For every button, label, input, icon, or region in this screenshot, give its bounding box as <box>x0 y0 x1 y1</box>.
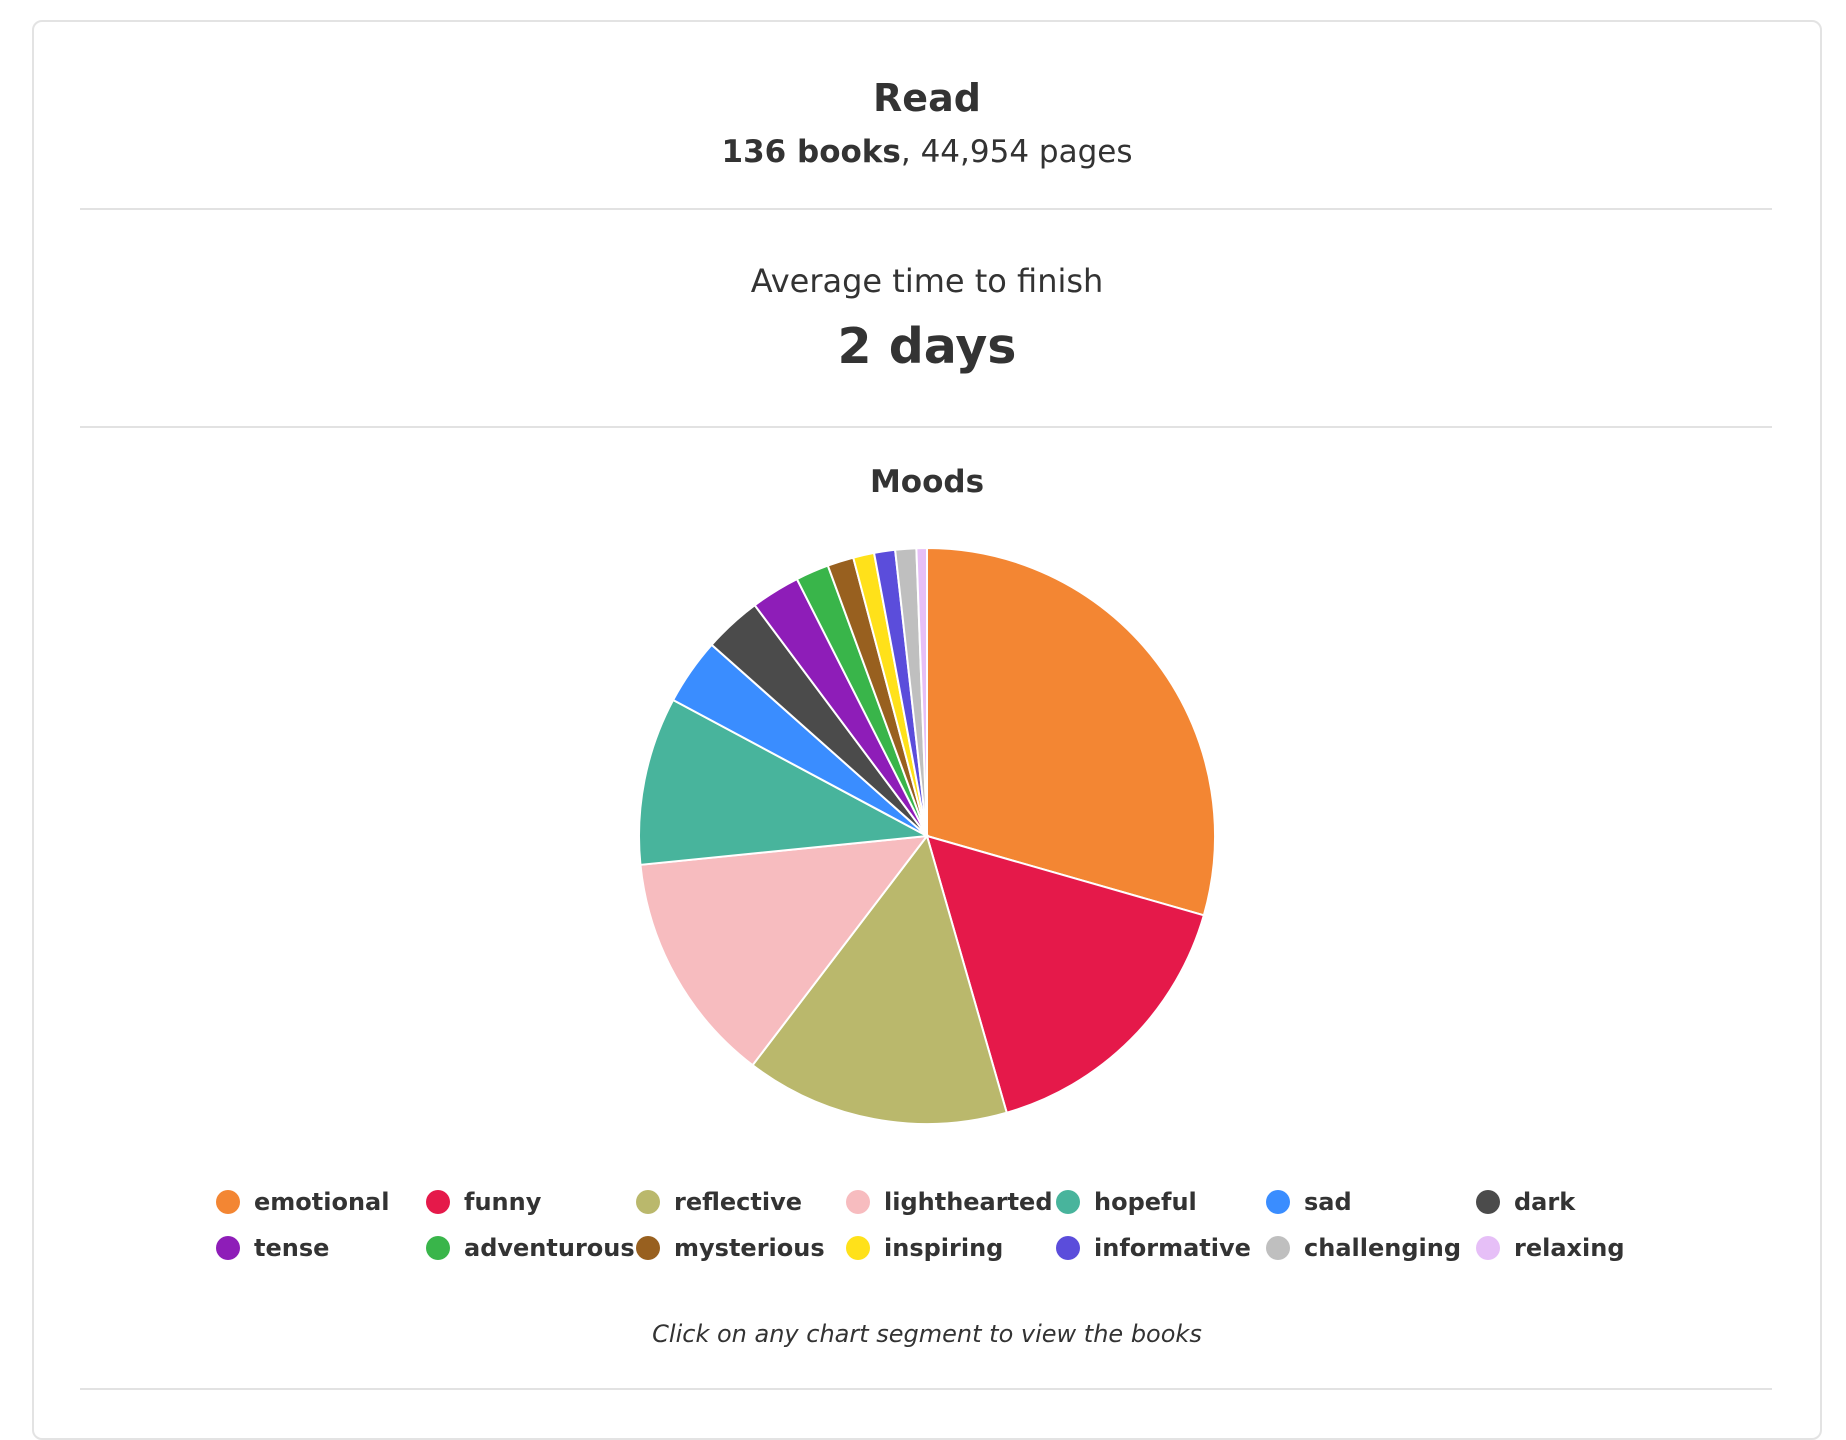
legend-label: dark <box>1514 1188 1576 1216</box>
legend-item-challenging[interactable]: challenging <box>1266 1232 1476 1264</box>
legend-label: reflective <box>674 1188 803 1216</box>
legend-item-hopeful[interactable]: hopeful <box>1056 1186 1266 1218</box>
legend-dot-icon <box>1266 1236 1290 1260</box>
pie-slice-emotional[interactable] <box>926 546 1216 917</box>
legend-label: emotional <box>254 1188 390 1216</box>
legend-item-adventurous[interactable]: adventurous <box>426 1232 636 1264</box>
pages-count: 44,954 pages <box>920 134 1133 170</box>
legend-item-emotional[interactable]: emotional <box>216 1186 426 1218</box>
legend-dot-icon <box>1056 1190 1080 1214</box>
legend-dot-icon <box>216 1236 240 1260</box>
legend-label: challenging <box>1304 1234 1461 1262</box>
read-summary: 136 books, 44,954 pages <box>32 134 1822 170</box>
moods-pie-chart <box>638 546 1216 1125</box>
legend-label: hopeful <box>1094 1188 1197 1216</box>
legend-dot-icon <box>426 1190 450 1214</box>
divider <box>80 426 1772 428</box>
legend-dot-icon <box>636 1236 660 1260</box>
legend-dot-icon <box>1266 1190 1290 1214</box>
pie-slice-hopeful[interactable] <box>638 698 931 866</box>
legend-label: lighthearted <box>884 1188 1053 1216</box>
moods-chart-title: Moods <box>869 464 985 500</box>
legend-item-mysterious[interactable]: mysterious <box>636 1232 846 1264</box>
legend-item-tense[interactable]: tense <box>216 1232 426 1264</box>
pie-slice-funny[interactable] <box>925 834 1206 1114</box>
legend-label: tense <box>254 1234 330 1262</box>
pie-slice-lighthearted[interactable] <box>639 834 930 1067</box>
legend-dot-icon <box>1056 1236 1080 1260</box>
average-time-label: Average time to finish <box>750 262 1104 300</box>
chart-hint: Click on any chart segment to view the b… <box>652 1320 1202 1348</box>
legend-label: funny <box>464 1188 542 1216</box>
legend-dot-icon <box>216 1190 240 1214</box>
legend-label: informative <box>1094 1234 1251 1262</box>
moods-legend: emotional funny reflective lighthearted hope… <box>216 1186 1656 1264</box>
legend-item-inspiring[interactable]: inspiring <box>846 1232 1056 1264</box>
pages-separator: , <box>900 134 911 170</box>
legend-item-sad[interactable]: sad <box>1266 1186 1476 1218</box>
divider <box>80 1388 1772 1390</box>
books-count: 136 books <box>721 134 901 170</box>
legend-dot-icon <box>846 1190 870 1214</box>
average-time-value: 2 days <box>837 318 1017 375</box>
read-title: Read <box>873 76 981 120</box>
pie-slice-relaxing[interactable] <box>915 546 928 837</box>
legend-item-dark[interactable]: dark <box>1476 1186 1686 1218</box>
legend-dot-icon <box>1476 1236 1500 1260</box>
legend-dot-icon <box>636 1190 660 1214</box>
legend-label: mysterious <box>674 1234 825 1262</box>
legend-label: inspiring <box>884 1234 1004 1262</box>
legend-dot-icon <box>1476 1190 1500 1214</box>
legend-item-lighthearted[interactable]: lighthearted <box>846 1186 1056 1218</box>
pie-slice-reflective[interactable] <box>751 833 1008 1125</box>
legend-item-reflective[interactable]: reflective <box>636 1186 846 1218</box>
legend-dot-icon <box>846 1236 870 1260</box>
divider <box>80 208 1772 210</box>
legend-item-funny[interactable]: funny <box>426 1186 636 1218</box>
legend-item-relaxing[interactable]: relaxing <box>1476 1232 1686 1264</box>
legend-item-informative[interactable]: informative <box>1056 1232 1266 1264</box>
legend-dot-icon <box>426 1236 450 1260</box>
legend-label: sad <box>1304 1188 1352 1216</box>
legend-label: adventurous <box>464 1234 635 1262</box>
legend-label: relaxing <box>1514 1234 1625 1262</box>
